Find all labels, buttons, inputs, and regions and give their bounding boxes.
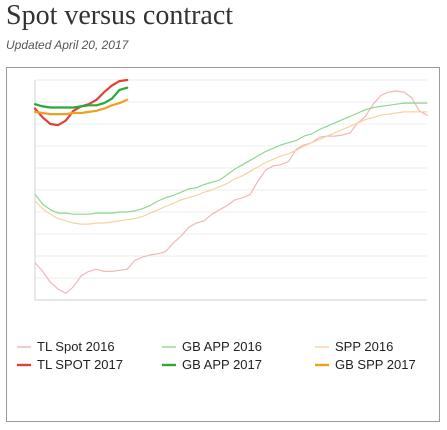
legend-label: SPP 2016 <box>335 339 393 354</box>
legend-label: GB SPP 2017 <box>335 357 416 372</box>
legend-label: TL SPOT 2017 <box>37 357 123 372</box>
series-line-tl-spot-2017 <box>33 78 129 127</box>
legend-label: GB APP 2017 <box>182 357 262 372</box>
series-line-gb-spp-2017 <box>33 98 129 116</box>
legend-label: TL Spot 2016 <box>37 339 115 354</box>
series-line-gb-app-2016 <box>34 102 428 215</box>
line-chart: TL Spot 2016 GB APP 2016 SPP 2016 TL SPOT 2… <box>17 78 428 372</box>
updated-date: Updated April 20, 2017 <box>6 38 129 52</box>
series-line-gb-app-2017 <box>33 86 129 109</box>
legend-label: GB APP 2016 <box>182 339 262 354</box>
legend: TL Spot 2016 GB APP 2016 SPP 2016 TL SPOT 2… <box>17 339 416 372</box>
gridlines <box>35 79 427 301</box>
series-line-spp-2016 <box>34 111 428 225</box>
series-lines <box>33 78 428 294</box>
chart-frame: TL Spot 2016 GB APP 2016 SPP 2016 TL SPOT 2… <box>6 67 440 422</box>
chart-title: Spot versus contract <box>6 0 234 31</box>
series-line-tl-spot-2016 <box>34 90 428 294</box>
